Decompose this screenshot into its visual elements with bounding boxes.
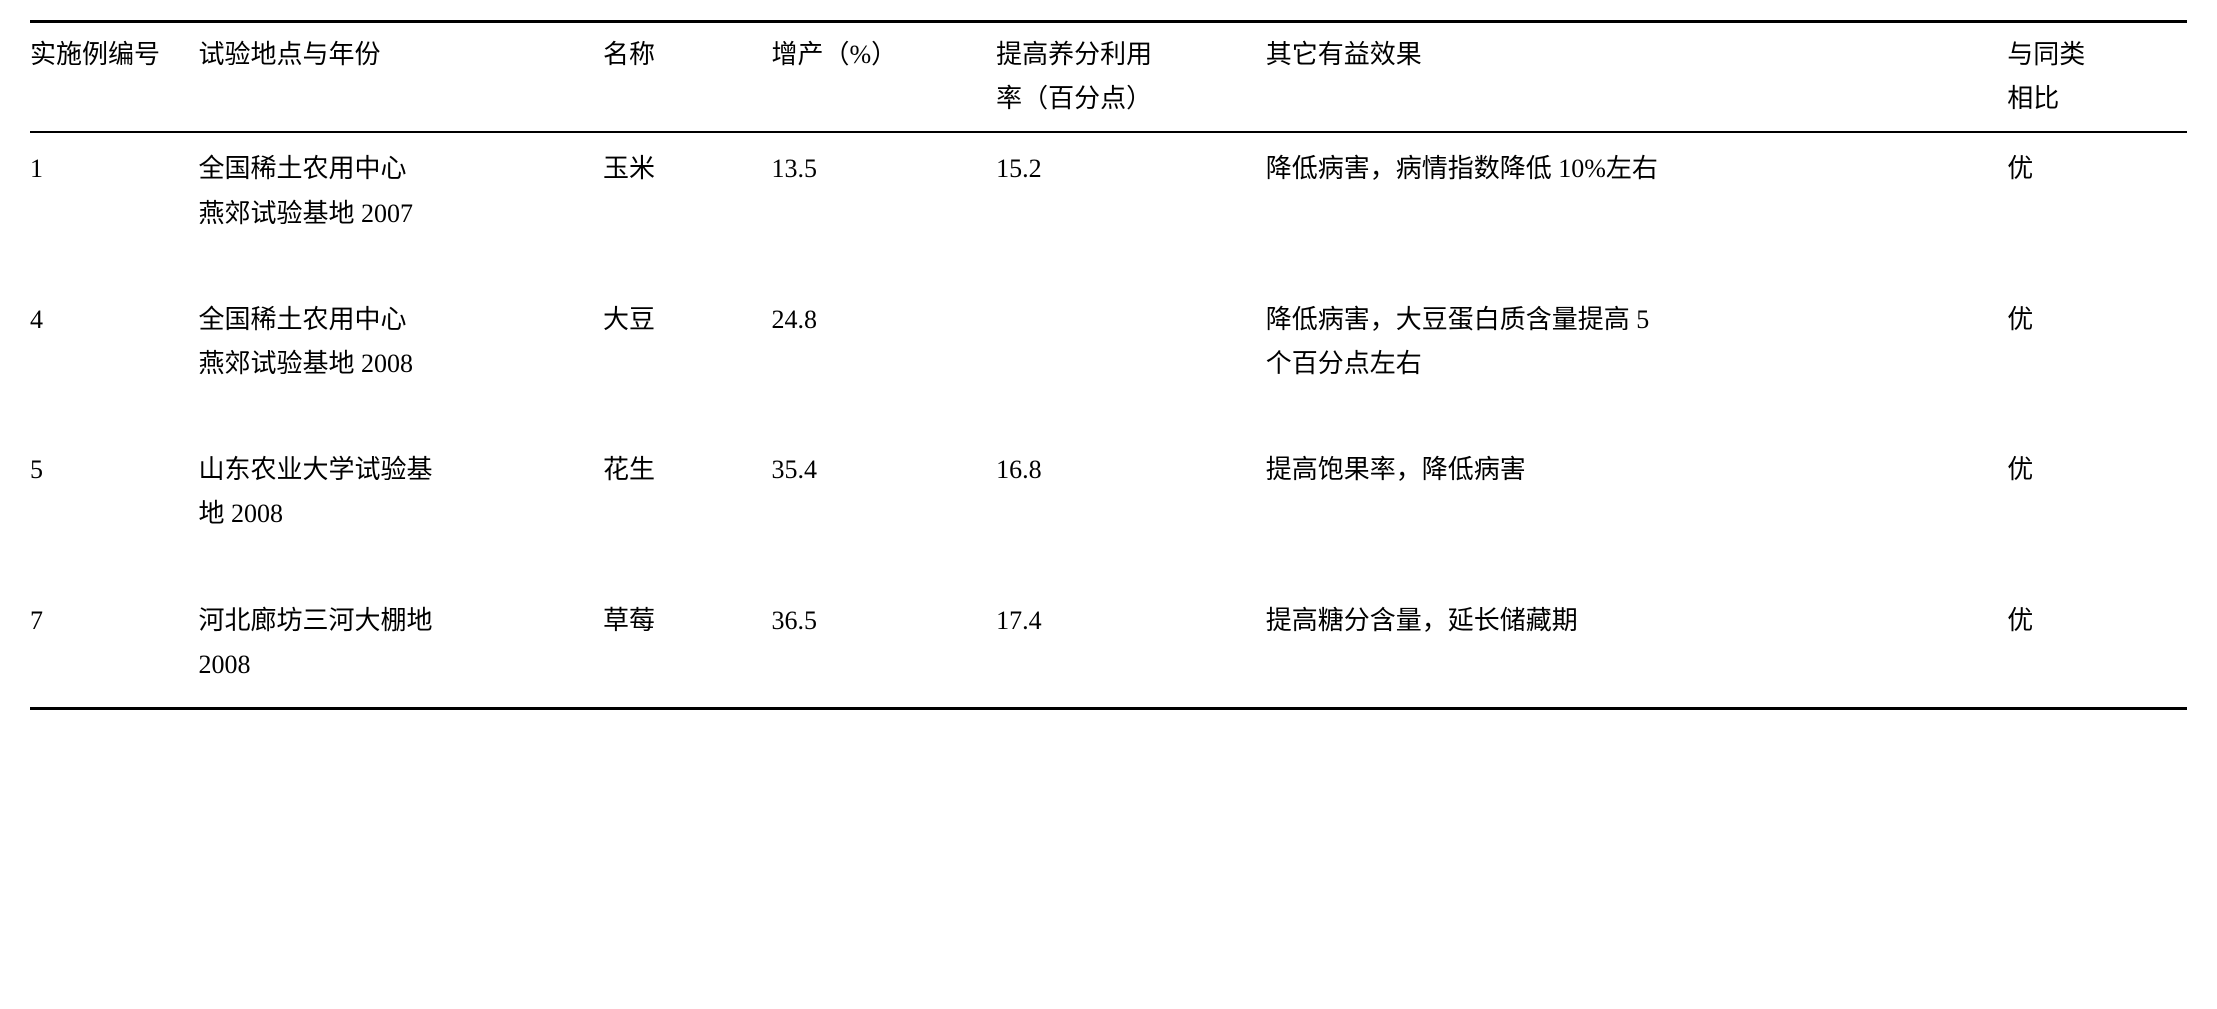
header-nutrient: 提高养分利用 率（百分点）: [996, 22, 1266, 133]
header-yield: 增产（%）: [771, 22, 996, 133]
cell-compare: 优: [2007, 585, 2187, 709]
experiment-results-table: 实施例编号 试验地点与年份 名称 增产（%） 提高养分利用 率（百分点） 其它有…: [30, 20, 2187, 710]
header-name: 名称: [603, 22, 772, 133]
cell-compare: 优: [2007, 132, 2187, 283]
cell-yield: 24.8: [771, 284, 996, 434]
table-row: 4 全国稀土农用中心 燕郊试验基地 2008 大豆 24.8 降低病害，大豆蛋白…: [30, 284, 2187, 434]
cell-id: 1: [30, 132, 199, 283]
cell-location: 山东农业大学试验基 地 2008: [199, 434, 603, 584]
cell-nutrient: 15.2: [996, 132, 1266, 283]
header-id: 实施例编号: [30, 22, 199, 133]
cell-compare: 优: [2007, 434, 2187, 584]
header-benefit: 其它有益效果: [1266, 22, 2007, 133]
cell-benefit: 提高饱果率，降低病害: [1266, 434, 2007, 584]
cell-id: 4: [30, 284, 199, 434]
cell-compare: 优: [2007, 284, 2187, 434]
cell-id: 7: [30, 585, 199, 709]
cell-nutrient: 16.8: [996, 434, 1266, 584]
cell-yield: 35.4: [771, 434, 996, 584]
cell-name: 大豆: [603, 284, 772, 434]
cell-benefit: 提高糖分含量，延长储藏期: [1266, 585, 2007, 709]
cell-yield: 13.5: [771, 132, 996, 283]
table-row: 5 山东农业大学试验基 地 2008 花生 35.4 16.8 提高饱果率，降低…: [30, 434, 2187, 584]
cell-benefit: 降低病害，大豆蛋白质含量提高 5 个百分点左右: [1266, 284, 2007, 434]
cell-nutrient: [996, 284, 1266, 434]
cell-yield: 36.5: [771, 585, 996, 709]
cell-benefit: 降低病害，病情指数降低 10%左右: [1266, 132, 2007, 283]
cell-nutrient: 17.4: [996, 585, 1266, 709]
cell-location: 河北廊坊三河大棚地 2008: [199, 585, 603, 709]
header-location: 试验地点与年份: [199, 22, 603, 133]
cell-id: 5: [30, 434, 199, 584]
cell-name: 花生: [603, 434, 772, 584]
cell-name: 草莓: [603, 585, 772, 709]
cell-location: 全国稀土农用中心 燕郊试验基地 2008: [199, 284, 603, 434]
table-header-row: 实施例编号 试验地点与年份 名称 增产（%） 提高养分利用 率（百分点） 其它有…: [30, 22, 2187, 133]
cell-name: 玉米: [603, 132, 772, 283]
table-row: 1 全国稀土农用中心 燕郊试验基地 2007 玉米 13.5 15.2 降低病害…: [30, 132, 2187, 283]
table-row: 7 河北廊坊三河大棚地 2008 草莓 36.5 17.4 提高糖分含量，延长储…: [30, 585, 2187, 709]
cell-location: 全国稀土农用中心 燕郊试验基地 2007: [199, 132, 603, 283]
header-compare: 与同类 相比: [2007, 22, 2187, 133]
